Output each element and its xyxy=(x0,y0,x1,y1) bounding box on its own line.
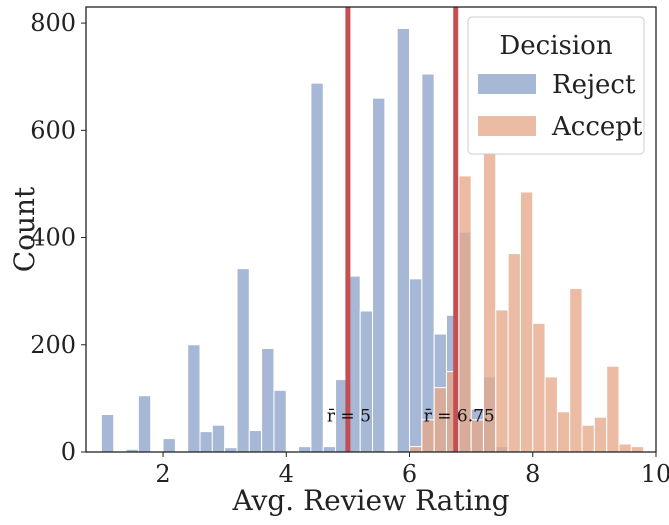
mean-lines xyxy=(345,7,459,452)
legend-label: Accept xyxy=(551,112,643,142)
accept-bar xyxy=(532,322,546,453)
x-tick-label: 2 xyxy=(155,460,170,488)
y-tick-label: 0 xyxy=(61,438,76,466)
y-tick-label: 800 xyxy=(30,9,76,37)
x-tick-label: 4 xyxy=(279,460,294,488)
legend-swatch xyxy=(478,74,536,94)
accept-bar xyxy=(544,376,558,453)
accept-bar xyxy=(618,443,632,453)
x-tick-label: 6 xyxy=(402,460,417,488)
x-tick-label: 10 xyxy=(641,460,669,488)
legend: Decision Reject Accept xyxy=(467,16,645,155)
accept-bar xyxy=(556,411,571,453)
reject-bar xyxy=(261,348,275,453)
reject-bar xyxy=(359,310,374,453)
reject-bar xyxy=(409,278,423,453)
accept-bar xyxy=(519,191,534,453)
accept-bar xyxy=(581,424,595,453)
legend-label: Reject xyxy=(552,70,636,100)
accept-bars xyxy=(409,149,645,453)
y-tick-label: 400 xyxy=(30,224,76,252)
legend-swatch xyxy=(478,116,536,136)
reject-bar xyxy=(100,413,115,453)
legend-items: Reject Accept xyxy=(478,70,643,142)
accept-bar xyxy=(507,253,521,453)
reject-bar xyxy=(372,97,386,453)
reject-bar xyxy=(298,446,312,453)
mean-annotation: r̄ = 6.75 xyxy=(424,406,495,426)
mean-annotations: r̄ = 5 r̄ = 6.75 xyxy=(327,406,495,426)
x-tick-label: 8 xyxy=(525,460,540,488)
x-axis-label: Avg. Review Rating xyxy=(231,484,509,517)
reject-bar xyxy=(236,268,250,453)
reject-bar xyxy=(396,27,411,453)
accept-bar xyxy=(495,309,509,453)
y-axis-label: Count xyxy=(8,186,41,272)
mean-annotation: r̄ = 5 xyxy=(327,406,371,426)
legend-title: Decision xyxy=(499,31,612,61)
y-tick-label: 200 xyxy=(30,331,76,359)
reject-bar xyxy=(421,73,435,453)
y-tick-label: 600 xyxy=(30,116,76,144)
accept-bar xyxy=(606,365,620,453)
reject-bar xyxy=(199,431,213,453)
x-axis-ticks: 2 4 6 8 10 xyxy=(155,452,669,488)
reject-bar xyxy=(162,438,176,453)
reject-bar xyxy=(187,344,201,453)
reject-bar xyxy=(310,82,324,453)
accept-bar xyxy=(569,287,583,453)
reject-bar xyxy=(322,446,337,453)
reject-bar xyxy=(211,424,226,453)
reject-bar xyxy=(137,395,152,453)
plot-frame xyxy=(85,6,657,453)
accept-bar xyxy=(409,446,423,453)
accept-bar xyxy=(630,446,645,453)
reject-bar xyxy=(273,389,287,453)
accept-bar xyxy=(593,416,608,453)
y-axis-ticks: 0 200 400 600 800 xyxy=(30,9,86,466)
reject-bar xyxy=(248,430,263,453)
